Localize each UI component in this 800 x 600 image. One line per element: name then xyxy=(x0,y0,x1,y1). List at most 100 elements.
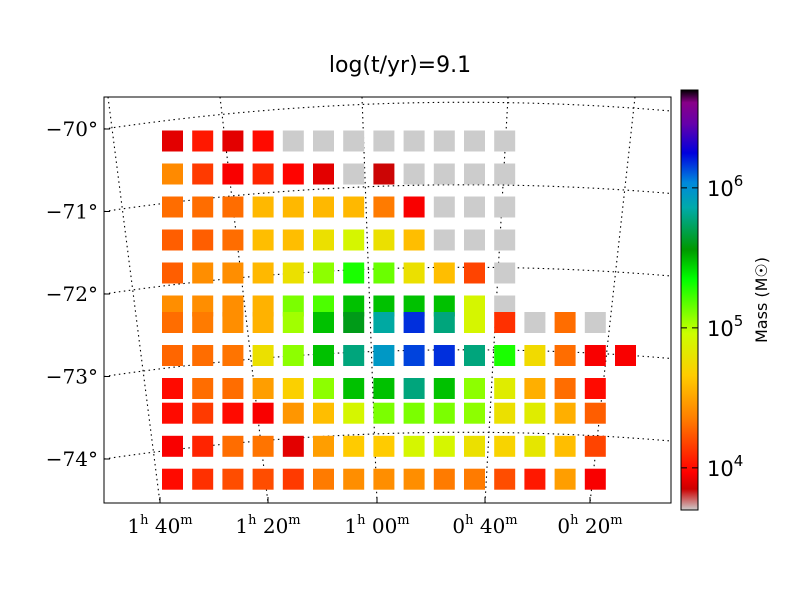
mass-cell xyxy=(162,130,183,152)
mass-cell xyxy=(464,130,485,152)
mass-cell xyxy=(343,312,365,333)
mass-cell xyxy=(433,295,455,317)
mass-cell xyxy=(554,345,576,366)
mass-cell xyxy=(403,402,425,424)
mass-cell xyxy=(313,262,334,284)
mass-cell xyxy=(222,196,244,218)
mass-cell xyxy=(282,229,304,251)
mass-cell xyxy=(162,196,183,218)
mass-cell xyxy=(222,163,244,185)
mass-cell xyxy=(192,468,214,490)
mass-cell xyxy=(343,468,365,490)
colorbar xyxy=(680,89,699,511)
mass-cell xyxy=(313,468,334,490)
dec-tick-label: −72° xyxy=(46,282,98,306)
mass-cell xyxy=(192,312,214,333)
dec-gridline xyxy=(104,101,671,130)
dec-tick-label: −74° xyxy=(46,447,98,471)
mass-cell xyxy=(162,312,183,333)
mass-cell xyxy=(222,435,244,457)
mass-cell xyxy=(554,402,576,424)
mass-cell xyxy=(313,163,334,185)
mass-cell xyxy=(313,229,334,251)
dec-tick-label: −73° xyxy=(46,365,98,389)
mass-cell xyxy=(373,312,395,333)
mass-cell xyxy=(252,163,274,185)
mass-cell xyxy=(494,163,516,185)
mass-cell xyxy=(403,468,425,490)
mass-cell xyxy=(494,402,516,424)
mass-cell xyxy=(162,262,183,284)
mass-cell xyxy=(222,468,244,490)
mass-cell xyxy=(162,402,183,424)
dec-gridline xyxy=(104,184,671,213)
plot-frame xyxy=(103,96,672,504)
mass-cell xyxy=(373,163,395,185)
mass-cell xyxy=(373,262,395,284)
mass-cell xyxy=(464,312,485,333)
mass-cell xyxy=(584,312,606,333)
colorbar-ticks: 104 105 106 xyxy=(681,172,743,481)
mass-cell xyxy=(343,295,365,317)
mass-cell xyxy=(433,378,455,399)
mass-cell xyxy=(464,435,485,457)
mass-cell xyxy=(584,345,606,366)
mass-cell xyxy=(403,163,425,185)
mass-cell xyxy=(222,312,244,333)
mass-cell xyxy=(494,345,516,366)
mass-cell xyxy=(313,378,334,399)
mass-cell xyxy=(494,229,516,251)
mass-cell xyxy=(524,435,546,457)
mass-cell xyxy=(313,435,334,457)
mass-cell xyxy=(192,229,214,251)
mass-cell xyxy=(524,378,546,399)
mass-cell xyxy=(192,295,214,317)
mass-cell xyxy=(373,229,395,251)
mass-cell xyxy=(464,378,485,399)
colorbar-tick-label: 104 xyxy=(707,452,743,481)
mass-cell xyxy=(433,435,455,457)
mass-cell xyxy=(554,312,576,333)
mass-cell xyxy=(403,435,425,457)
mass-cell xyxy=(343,262,365,284)
mass-cell xyxy=(282,196,304,218)
mass-cell xyxy=(373,378,395,399)
mass-cell xyxy=(494,130,516,152)
mass-cell xyxy=(343,402,365,424)
colorbar-tick-label: 106 xyxy=(707,172,743,201)
mass-cell xyxy=(252,435,274,457)
mass-cell xyxy=(282,312,304,333)
mass-cell xyxy=(464,468,485,490)
ra-gridline xyxy=(107,97,161,503)
mass-cell xyxy=(373,295,395,317)
mass-cell xyxy=(433,130,455,152)
mass-cell xyxy=(584,378,606,399)
mass-cell xyxy=(252,468,274,490)
mass-cell xyxy=(252,295,274,317)
mass-cell xyxy=(222,262,244,284)
mass-cell xyxy=(403,130,425,152)
mass-cell xyxy=(403,229,425,251)
mass-cell xyxy=(433,229,455,251)
mass-cell xyxy=(343,163,365,185)
mass-cell xyxy=(192,435,214,457)
mass-cell xyxy=(282,435,304,457)
mass-cell xyxy=(282,402,304,424)
mass-cell xyxy=(464,196,485,218)
mass-cell xyxy=(282,262,304,284)
mass-cell xyxy=(433,312,455,333)
mass-cell xyxy=(373,345,395,366)
mass-cell xyxy=(162,345,183,366)
mass-cell xyxy=(433,402,455,424)
mass-cell xyxy=(343,378,365,399)
mass-cell xyxy=(373,468,395,490)
mass-cell xyxy=(403,378,425,399)
mass-cell xyxy=(343,435,365,457)
mass-cell xyxy=(373,130,395,152)
mass-cell xyxy=(252,312,274,333)
chart-title: log(t/yr)=9.1 xyxy=(329,53,471,78)
mass-cell xyxy=(554,468,576,490)
mass-cell xyxy=(464,402,485,424)
mass-cell xyxy=(373,402,395,424)
mass-cell xyxy=(162,163,183,185)
